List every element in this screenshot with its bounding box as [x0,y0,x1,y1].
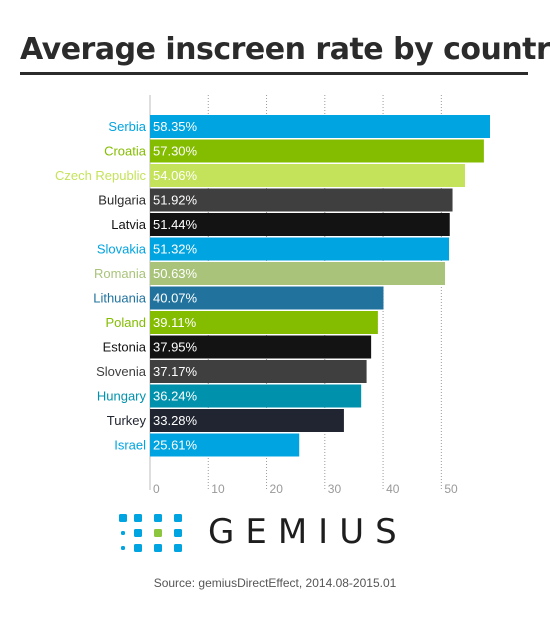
value-label: 51.32% [153,242,198,257]
gemius-dots-logo-icon [119,514,182,552]
bar [150,384,362,408]
title-underline [20,72,528,75]
category-label: Lithuania [93,291,147,306]
logo-dot [134,529,142,537]
bars-group: Serbia 58.35% Croatia 57.30% Czech Republic 5… [55,115,490,457]
category-label: Slovenia [96,364,147,379]
bar [150,409,344,432]
chart-title: Average inscreen rate by country [20,32,550,67]
bar [150,286,384,310]
logo-dot [154,544,162,552]
bar [150,360,367,383]
category-label: Estonia [103,340,147,355]
value-label: 50.63% [153,266,198,281]
value-label: 25.61% [153,438,198,453]
category-label: Serbia [108,119,146,134]
value-label: 36.24% [153,389,198,404]
bar [150,262,446,285]
category-label: Romania [94,266,147,281]
value-label: 54.06% [153,168,198,183]
bar [150,213,450,236]
bar [150,311,378,334]
bar-chart: Serbia 58.35% Croatia 57.30% Czech Republic 5… [55,95,490,496]
category-label: Bulgaria [98,193,146,208]
category-label: Latvia [111,217,146,232]
bar [150,139,484,163]
bar [150,164,466,187]
bar [150,335,372,359]
logo-dot [154,514,162,522]
x-tick-label: 10 [211,482,225,496]
value-label: 39.11% [153,315,197,330]
value-label: 37.95% [153,340,198,355]
value-label: 37.17% [153,364,198,379]
logo-dot [121,546,125,550]
category-label: Croatia [104,144,147,159]
category-label: Turkey [107,413,147,428]
category-label: Poland [106,315,146,330]
value-label: 40.07% [153,291,198,306]
x-tick-label: 40 [386,482,400,496]
value-label: 58.35% [153,119,198,134]
category-label: Slovakia [97,242,147,257]
bar [150,237,450,261]
value-label: 51.92% [153,193,198,208]
x-tick-label: 30 [328,482,342,496]
x-tick-label: 50 [444,482,458,496]
bar [150,115,490,138]
logo-dot [174,529,182,537]
x-tick-labels: 0 10 20 30 40 50 [153,482,458,496]
x-tick-label: 20 [270,482,284,496]
x-tick-label: 0 [153,482,160,496]
logo-dot [121,531,125,535]
logo-dot [154,529,162,537]
value-label: 57.30% [153,144,198,159]
logo-dot [134,544,142,552]
category-label: Czech Republic [55,168,147,183]
value-label: 51.44% [153,217,198,232]
brand-wordmark: GEMIUS [208,512,408,552]
category-label: Israel [114,438,146,453]
source-note: Source: gemiusDirectEffect, 2014.08-2015… [153,576,397,590]
logo-dot [174,514,182,522]
logo-dot [119,514,127,522]
bar [150,188,453,212]
value-label: 33.28% [153,413,198,428]
logo-dot [174,544,182,552]
category-label: Hungary [97,389,147,404]
logo-dot [134,514,142,522]
bar [150,433,300,457]
